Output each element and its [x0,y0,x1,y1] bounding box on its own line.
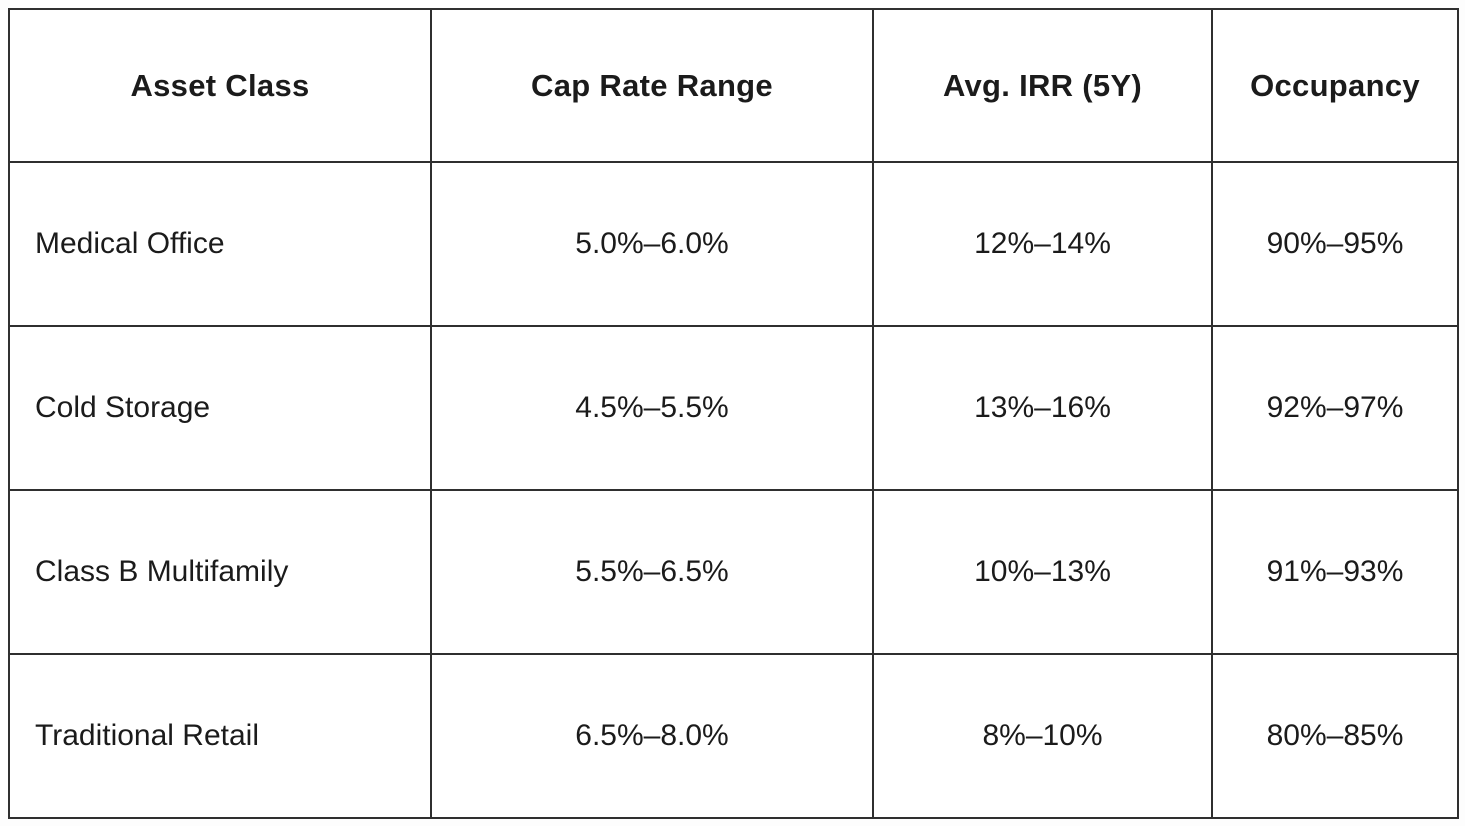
cell-asset-class: Class B Multifamily [8,489,432,655]
cell-avg-irr-5y: 8%–10% [872,653,1213,819]
cell-cap-rate-range: 6.5%–8.0% [430,653,874,819]
table-row: Cold Storage 4.5%–5.5% 13%–16% 92%–97% [8,325,1459,491]
cell-cap-rate-range: 4.5%–5.5% [430,325,874,491]
cell-asset-class: Traditional Retail [8,653,432,819]
cell-asset-class: Medical Office [8,161,432,327]
asset-class-comparison-table: Asset Class Cap Rate Range Avg. IRR (5Y)… [8,8,1459,819]
table-row: Traditional Retail 6.5%–8.0% 8%–10% 80%–… [8,653,1459,819]
cell-occupancy: 90%–95% [1211,161,1459,327]
cell-asset-class: Cold Storage [8,325,432,491]
cell-occupancy: 92%–97% [1211,325,1459,491]
cell-cap-rate-range: 5.0%–6.0% [430,161,874,327]
header-cap-rate-range: Cap Rate Range [430,8,874,163]
header-asset-class: Asset Class [8,8,432,163]
cell-avg-irr-5y: 12%–14% [872,161,1213,327]
header-avg-irr-5y: Avg. IRR (5Y) [872,8,1213,163]
cell-avg-irr-5y: 10%–13% [872,489,1213,655]
table-row: Medical Office 5.0%–6.0% 12%–14% 90%–95% [8,161,1459,327]
cell-cap-rate-range: 5.5%–6.5% [430,489,874,655]
header-occupancy: Occupancy [1211,8,1459,163]
cell-occupancy: 91%–93% [1211,489,1459,655]
table-row: Class B Multifamily 5.5%–6.5% 10%–13% 91… [8,489,1459,655]
header-row: Asset Class Cap Rate Range Avg. IRR (5Y)… [8,8,1459,163]
cell-avg-irr-5y: 13%–16% [872,325,1213,491]
cell-occupancy: 80%–85% [1211,653,1459,819]
